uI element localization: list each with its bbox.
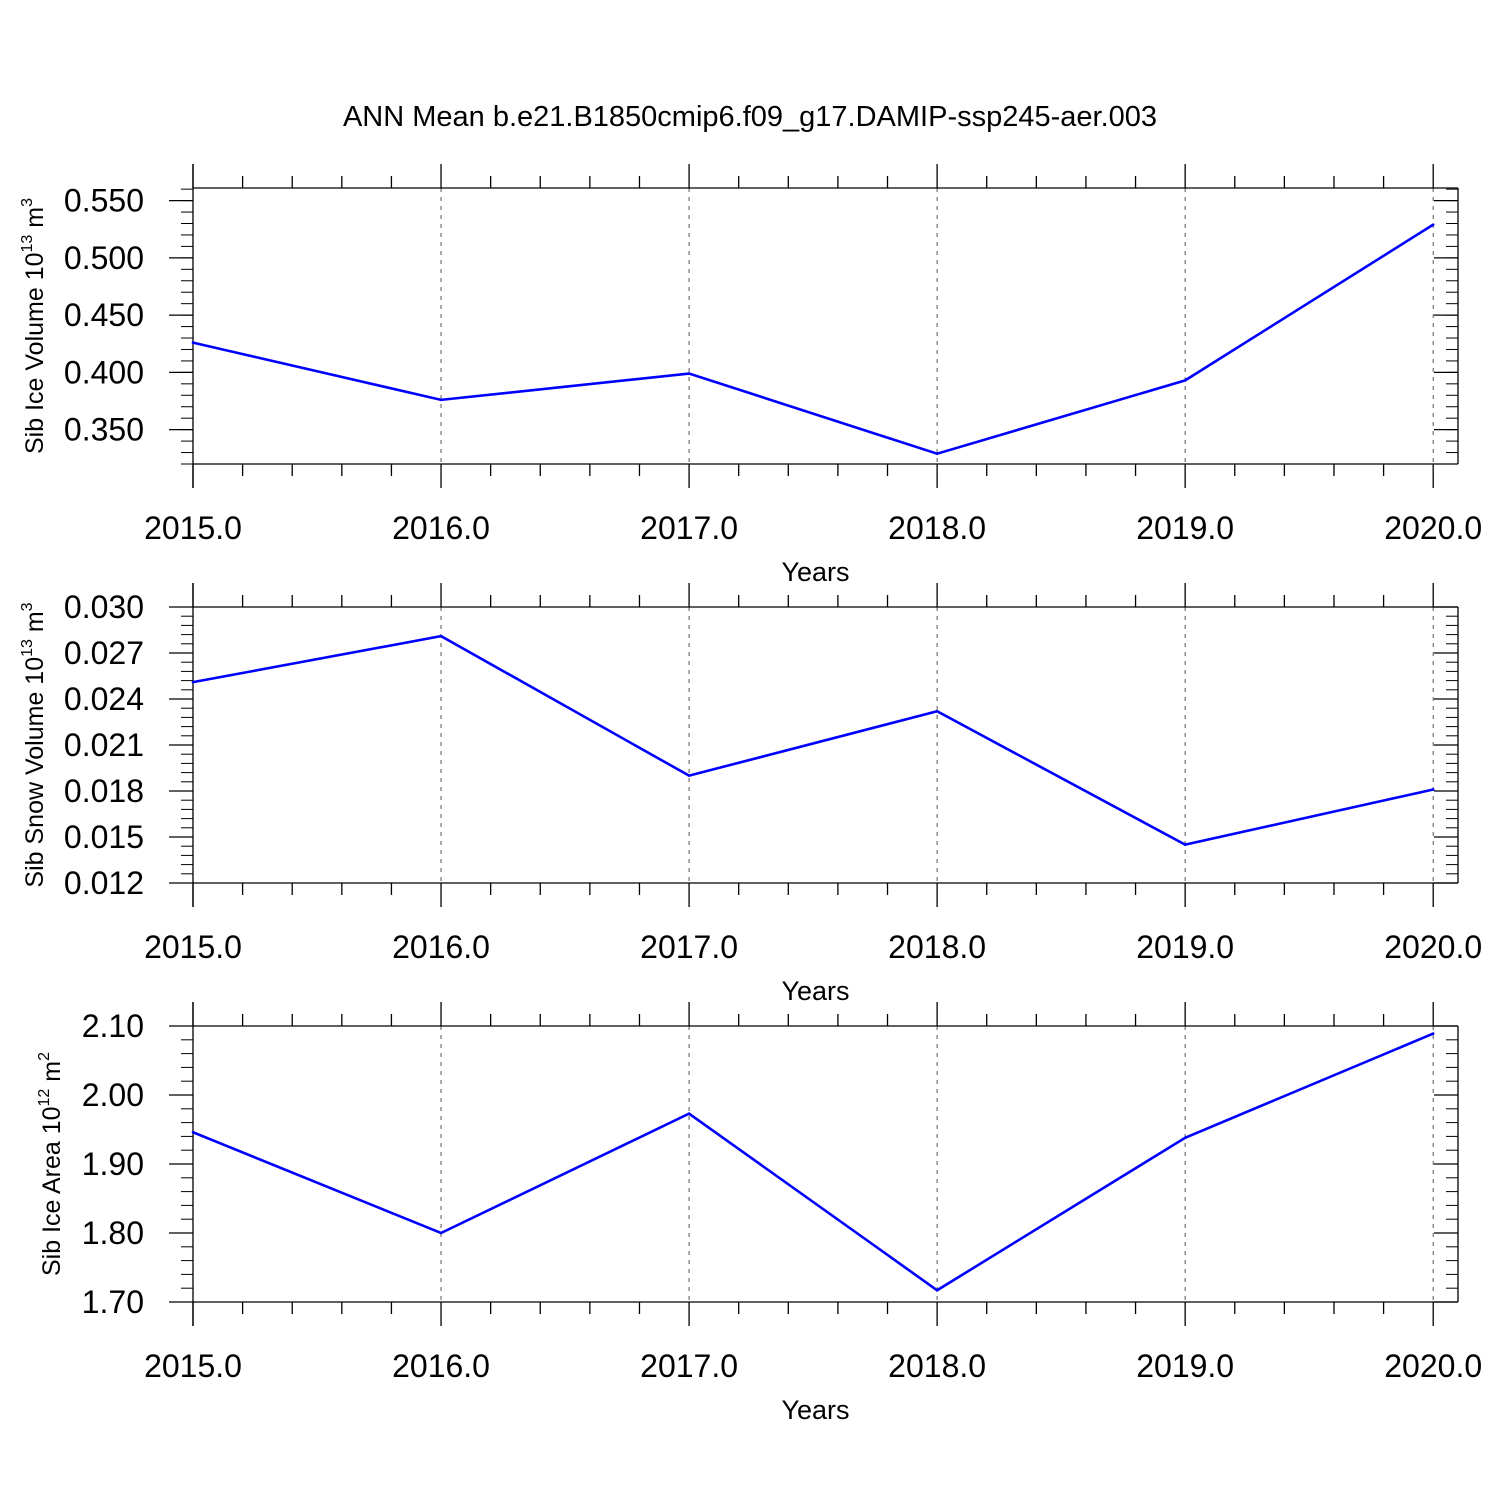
data-point xyxy=(1431,1032,1435,1035)
data-point xyxy=(687,1112,691,1115)
x-tick-label: 2016.0 xyxy=(392,510,490,546)
y-title-unit-exponent: 2 xyxy=(36,1052,53,1061)
y-title-prefix: Sib Ice Volume 10 xyxy=(21,252,49,454)
y-title-exponent: 13 xyxy=(19,639,36,657)
y-tick-label: 0.012 xyxy=(64,865,144,901)
x-tick-label: 2018.0 xyxy=(888,510,986,546)
series-line xyxy=(192,223,1434,456)
y-title-unit-exponent: 3 xyxy=(19,602,36,611)
y-tick-label: 0.018 xyxy=(64,773,144,809)
chart-title: ANN Mean b.e21.B1850cmip6.f09_g17.DAMIP-… xyxy=(343,101,1157,133)
y-tick-label: 0.450 xyxy=(64,297,144,333)
y-title-unit-exponent: 3 xyxy=(19,198,36,207)
x-tick-label: 2020.0 xyxy=(1384,1348,1482,1384)
x-tick-label: 2018.0 xyxy=(888,1348,986,1384)
x-tick-label: 2015.0 xyxy=(144,929,242,965)
y-tick-label: 0.030 xyxy=(64,589,144,625)
y-title-prefix: Sib Snow Volume 10 xyxy=(21,657,49,888)
y-tick-label: 0.015 xyxy=(64,819,144,855)
data-point xyxy=(191,1130,195,1134)
y-tick-label: 0.021 xyxy=(64,727,144,763)
x-tick-label: 2016.0 xyxy=(392,929,490,965)
x-tick-label: 2015.0 xyxy=(144,510,242,546)
y-tick-label: 0.500 xyxy=(64,240,144,276)
data-point xyxy=(191,680,195,684)
series-line xyxy=(192,1032,1434,1292)
data-point xyxy=(687,372,691,375)
y-axis-title: Sib Ice Area 1012 m2 xyxy=(36,1052,66,1276)
x-tick-label: 2020.0 xyxy=(1384,510,1482,546)
y-tick-label: 0.350 xyxy=(64,412,144,448)
x-tick-label: 2018.0 xyxy=(888,929,986,965)
data-point xyxy=(687,774,691,777)
x-tick-label: 2019.0 xyxy=(1136,1348,1234,1384)
y-tick-label: 0.027 xyxy=(64,635,144,671)
y-title-unit: m xyxy=(38,1061,66,1089)
y-title-prefix: Sib Ice Area 10 xyxy=(38,1106,66,1276)
x-tick-label: 2017.0 xyxy=(640,929,738,965)
x-tick-label: 2020.0 xyxy=(1384,929,1482,965)
y-tick-label: 1.80 xyxy=(82,1215,144,1251)
y-tick-label: 1.90 xyxy=(82,1146,144,1182)
data-point xyxy=(1431,788,1435,791)
data-point xyxy=(191,341,195,344)
x-axis-title: Years xyxy=(781,1395,849,1425)
y-axis-title: Sib Ice Volume 1013 m3 xyxy=(19,198,49,454)
y-tick-label: 0.024 xyxy=(64,681,144,717)
y-tick-label: 2.10 xyxy=(82,1008,144,1044)
data-point xyxy=(1183,843,1187,846)
x-tick-label: 2019.0 xyxy=(1136,929,1234,965)
y-title-exponent: 13 xyxy=(19,235,36,253)
chart-panel-1: 2015.0 2016.0 2017.0 2018.0 2019.0 2020.0 Year… xyxy=(19,164,1482,587)
data-point xyxy=(935,709,939,713)
x-axis-title: Years xyxy=(781,557,849,587)
y-title-unit: m xyxy=(21,207,49,235)
x-tick-label: 2019.0 xyxy=(1136,510,1234,546)
data-point xyxy=(439,634,443,638)
data-point xyxy=(1183,1136,1187,1140)
y-tick-label: 0.400 xyxy=(64,354,144,390)
x-tick-label: 2017.0 xyxy=(640,510,738,546)
x-tick-label: 2015.0 xyxy=(144,1348,242,1384)
y-title-exponent: 12 xyxy=(36,1089,53,1107)
x-tick-label: 2016.0 xyxy=(392,1348,490,1384)
chart-panel-2: 2015.0 2016.0 2017.0 2018.0 2019.0 2020.0 Year… xyxy=(19,583,1482,1006)
y-tick-label: 2.00 xyxy=(82,1077,144,1113)
data-point xyxy=(439,1231,443,1235)
y-tick-label: 0.550 xyxy=(64,183,144,219)
y-axis-title: Sib Snow Volume 1013 m3 xyxy=(19,602,49,887)
x-tick-label: 2017.0 xyxy=(640,1348,738,1384)
data-point xyxy=(1431,223,1435,226)
data-point xyxy=(1183,379,1187,382)
y-tick-label: 1.70 xyxy=(82,1284,144,1320)
y-title-unit: m xyxy=(21,611,49,639)
series-line xyxy=(192,634,1434,847)
x-axis-title: Years xyxy=(781,976,849,1006)
data-point xyxy=(935,1288,939,1292)
data-point xyxy=(935,452,939,455)
data-point xyxy=(439,398,443,402)
chart-panel-3: 2015.0 2016.0 2017.0 2018.0 2019.0 2020.0 Year… xyxy=(36,1002,1482,1425)
